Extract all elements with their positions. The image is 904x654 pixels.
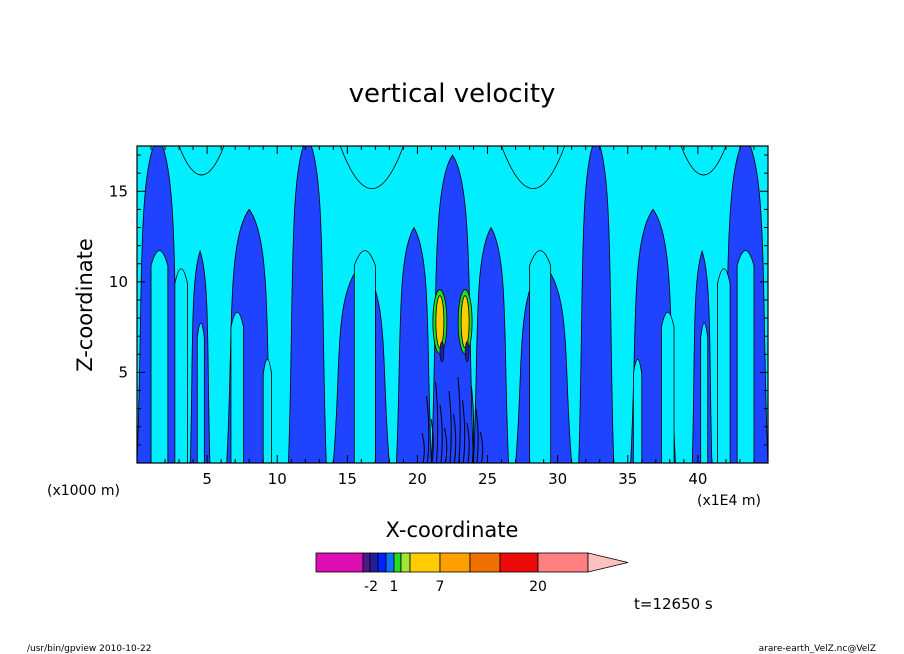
updraft-region [230,311,244,463]
contour-line [475,408,479,463]
colorbar-segment [385,552,395,573]
colorbar-segment [439,552,471,573]
updraft-region [501,146,566,190]
updraft-core-inner [435,295,445,349]
plot-area [137,146,768,463]
downdraft-core [464,341,470,363]
downdraft-core [439,341,445,363]
contour-line [439,404,443,463]
updraft-region [150,250,169,463]
contour-line [448,390,452,463]
x-tick-label: 35 [618,470,637,488]
contour-line [426,395,430,463]
contour-line [452,413,457,463]
updraft-region [680,146,727,176]
contour-line [435,381,439,463]
contour-line [461,399,466,463]
x-tick-label: 40 [688,470,707,488]
x-tick-label: 20 [408,470,427,488]
downdraft-region [288,146,327,463]
chart-title: vertical velocity [349,79,556,109]
contour-line [457,376,461,463]
colorbar-arrow [587,552,629,573]
contour-lines [421,341,484,463]
colorbar-segment [537,552,589,573]
contour-line [421,432,425,463]
footer-left: /usr/bin/gpview 2010-10-22 [27,644,151,654]
colorbar-segment [393,552,402,573]
contour-line [466,422,470,463]
y-tick-label: 5 [118,363,128,381]
x-tick-label: 15 [338,470,357,488]
x-unit-left: (x1000 m) [47,483,120,499]
contour-line [479,431,484,463]
colorbar-tick-label: 20 [529,579,547,595]
y-tick-label: 15 [109,182,128,200]
x-tick-label: 10 [268,470,287,488]
colorbar-labels: -2 1 7 20 [364,579,547,595]
downdraft-region [473,226,509,463]
colorbar-segment [499,552,539,573]
updraft-region [196,322,205,463]
y-axis-label: Z-coordinate [73,238,97,372]
tick-labels: 5 10 15 20 25 30 35 40 5 10 15 [109,182,708,488]
updraft-region [174,268,188,463]
plot-frame [136,145,769,464]
contour-line [470,385,475,463]
x-axis-label: X-coordinate [386,518,519,542]
updraft-region [339,146,404,190]
x-unit-right: (x1E4 m) [697,493,761,509]
colorbar-segment [362,552,371,573]
colorbar-tick-label: -2 [364,579,378,595]
updraft-core-inner [460,295,470,349]
colorbar-segment [377,552,387,573]
updraft-region [178,146,225,176]
updraft-region [700,322,709,463]
colorbar-tick-label: 1 [390,579,399,595]
footer-right: arare-earth_VelZ.nc@VelZ [759,644,876,654]
colorbar [315,552,629,573]
x-tick-label: 30 [548,470,567,488]
axis-ticks [137,146,768,463]
x-tick-label: 5 [202,470,212,488]
colorbar-tick-label: 7 [436,579,445,595]
updraft-region [736,250,755,463]
updraft-region [632,358,643,463]
colorbar-segment [369,552,379,573]
time-label: t=12650 s [634,595,713,613]
updraft-region [353,250,376,463]
updraft-region [529,250,552,463]
contour-line [430,418,434,463]
updraft-region [661,311,675,463]
updraft-region [717,268,731,463]
downdraft-region [578,146,615,463]
colorbar-segment [409,552,441,573]
colorbar-segment [469,552,501,573]
colorbar-segment [400,552,411,573]
x-tick-label: 25 [478,470,497,488]
y-tick-label: 10 [109,273,128,291]
downdraft-region [396,226,432,463]
updraft-region [262,358,273,463]
colorbar-segment [315,552,364,573]
velocity-field [137,146,768,463]
